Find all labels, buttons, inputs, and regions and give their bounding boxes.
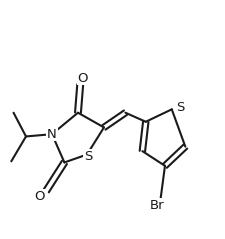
Text: O: O <box>77 72 87 85</box>
Text: N: N <box>47 128 57 141</box>
Text: S: S <box>83 150 92 163</box>
Text: Br: Br <box>149 199 164 212</box>
Text: S: S <box>176 101 184 114</box>
Text: O: O <box>34 190 45 203</box>
